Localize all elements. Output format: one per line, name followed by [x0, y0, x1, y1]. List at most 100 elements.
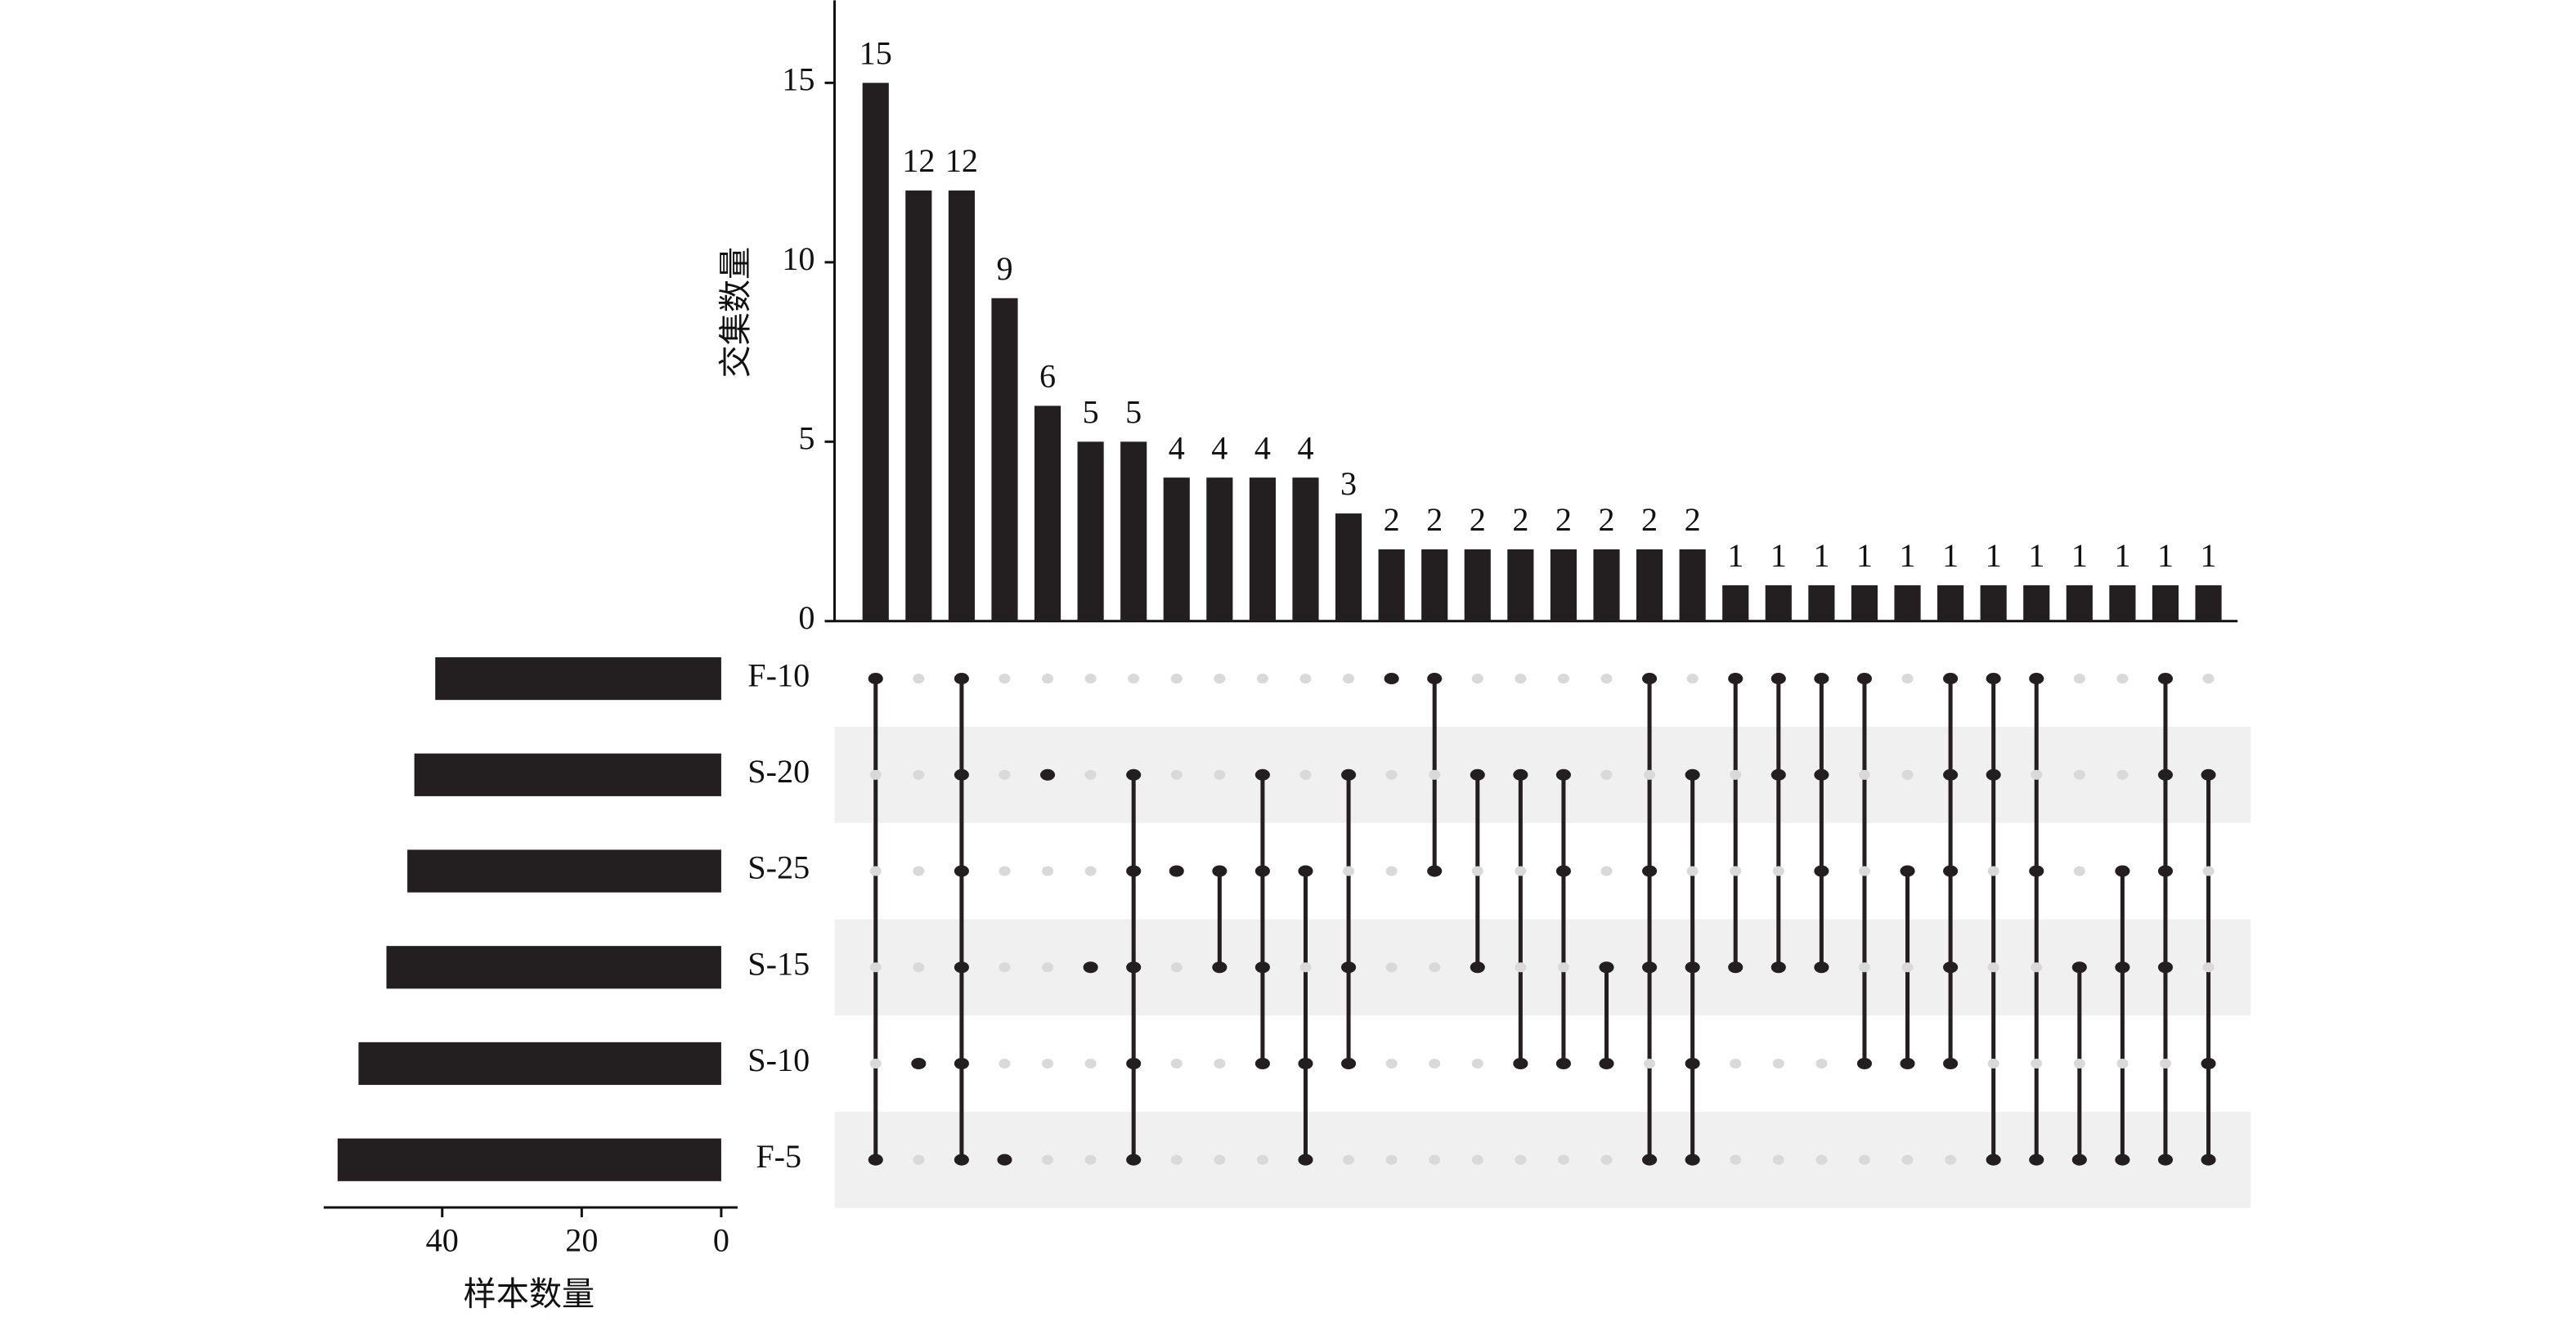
bar-value-label: 1 — [1942, 537, 1959, 574]
matrix-dot — [1254, 768, 1270, 781]
matrix-dot — [1943, 865, 1959, 877]
y-axis-label: 交集数量 — [717, 247, 754, 379]
matrix-dot — [2202, 674, 2215, 684]
intersection-bar — [1249, 477, 1276, 621]
bar-value-label: 4 — [1254, 429, 1271, 466]
matrix-dot — [1042, 674, 1054, 684]
matrix-dot — [1730, 1058, 1742, 1069]
matrix-dot — [1254, 1057, 1270, 1070]
matrix-dot — [1256, 674, 1268, 684]
intersection-bar — [991, 298, 1018, 621]
intersection-bar — [1507, 549, 1534, 621]
matrix-dot — [1728, 961, 1744, 974]
matrix-dot — [1126, 1154, 1142, 1166]
matrix-dot — [1730, 769, 1742, 780]
y-tick-label: 15 — [782, 61, 815, 98]
matrix-dot — [1341, 1057, 1357, 1070]
matrix-dot — [1600, 674, 1613, 684]
bar-value-label: 9 — [996, 250, 1012, 287]
matrix-dot — [1170, 1058, 1183, 1069]
matrix-dot — [1900, 1057, 1915, 1070]
bar-value-label: 2 — [1470, 501, 1486, 538]
matrix-dot — [1815, 1058, 1828, 1069]
intersection-bar — [2152, 585, 2179, 621]
matrix-dot — [869, 962, 882, 973]
matrix-dot — [2201, 1057, 2216, 1070]
matrix-dot — [1214, 1154, 1226, 1165]
matrix-dot — [2159, 1058, 2171, 1069]
matrix-dot — [1555, 865, 1571, 877]
set-label: F-5 — [756, 1138, 801, 1175]
matrix-dot — [1126, 768, 1142, 781]
row-band — [834, 1111, 2251, 1208]
matrix-dot — [1083, 961, 1098, 974]
matrix-dot — [1943, 961, 1959, 974]
matrix-dot — [1943, 768, 1959, 781]
matrix-dot — [954, 673, 969, 685]
matrix-dot — [1470, 961, 1485, 974]
matrix-dot — [1642, 1154, 1658, 1166]
bar-value-label: 2 — [1555, 501, 1572, 538]
matrix-dot — [1858, 1154, 1870, 1165]
bar-value-label: 1 — [2157, 537, 2174, 574]
intersection-bar — [1636, 549, 1663, 621]
bar-value-label: 1 — [1770, 537, 1787, 574]
matrix-dot — [2073, 674, 2085, 684]
matrix-dot — [1770, 961, 1786, 974]
bar-value-label: 4 — [1297, 429, 1313, 466]
matrix-dot — [1042, 866, 1054, 876]
bar-value-label: 1 — [2028, 537, 2044, 574]
matrix-dot — [1600, 769, 1613, 780]
matrix-dot — [1943, 1057, 1959, 1070]
matrix-dot — [1772, 866, 1784, 876]
matrix-dot — [1084, 674, 1097, 684]
matrix-dot — [1214, 1058, 1226, 1069]
intersection-bar — [1335, 513, 1362, 621]
intersection-bar — [1034, 405, 1061, 621]
matrix-dot — [1214, 674, 1226, 684]
matrix-dot — [1686, 674, 1699, 684]
matrix-dot — [1385, 769, 1398, 780]
matrix-dot — [1986, 1154, 2001, 1166]
matrix-dot — [869, 769, 882, 780]
matrix-dot — [2031, 1058, 2043, 1069]
set-size-bar — [386, 946, 721, 989]
intersection-bar — [1808, 585, 1835, 621]
matrix-dot — [1429, 1058, 1441, 1069]
matrix-dot — [913, 866, 925, 876]
matrix-dot — [1170, 962, 1183, 973]
matrix-dot — [1212, 961, 1227, 974]
bar-value-label: 6 — [1039, 357, 1056, 394]
set-size-bar — [407, 849, 721, 893]
matrix-dot — [1429, 1154, 1441, 1165]
matrix-dot — [1987, 962, 1999, 973]
bar-value-label: 5 — [1125, 393, 1142, 430]
bar-value-label: 4 — [1169, 429, 1185, 466]
set-size-bar — [358, 1042, 721, 1086]
matrix-dot — [2071, 961, 2087, 974]
matrix-dot — [1901, 1154, 1914, 1165]
matrix-dot — [2073, 769, 2085, 780]
intersection-bar — [1163, 477, 1190, 621]
matrix-dot — [1685, 1154, 1700, 1166]
matrix-dot — [2116, 1058, 2129, 1069]
matrix-dot — [999, 962, 1011, 973]
intersection-bar — [2109, 585, 2136, 621]
matrix-dot — [1858, 769, 1870, 780]
row-band — [834, 726, 2251, 823]
set-label: F-10 — [747, 656, 810, 693]
matrix-dot — [1943, 673, 1959, 685]
matrix-dot — [1126, 1057, 1142, 1070]
matrix-dot — [1856, 1057, 1872, 1070]
matrix-dot — [2157, 673, 2174, 685]
bar-value-label: 2 — [1426, 501, 1443, 538]
matrix-dot — [1515, 866, 1527, 876]
matrix-dot — [1642, 961, 1658, 974]
matrix-dot — [868, 673, 883, 685]
matrix-dot — [2201, 1154, 2216, 1166]
matrix-dot — [999, 769, 1011, 780]
bar-value-label: 1 — [1856, 537, 1873, 574]
matrix-dot — [1770, 673, 1786, 685]
matrix-dot — [1384, 673, 1399, 685]
intersection-bar — [1937, 585, 1964, 621]
